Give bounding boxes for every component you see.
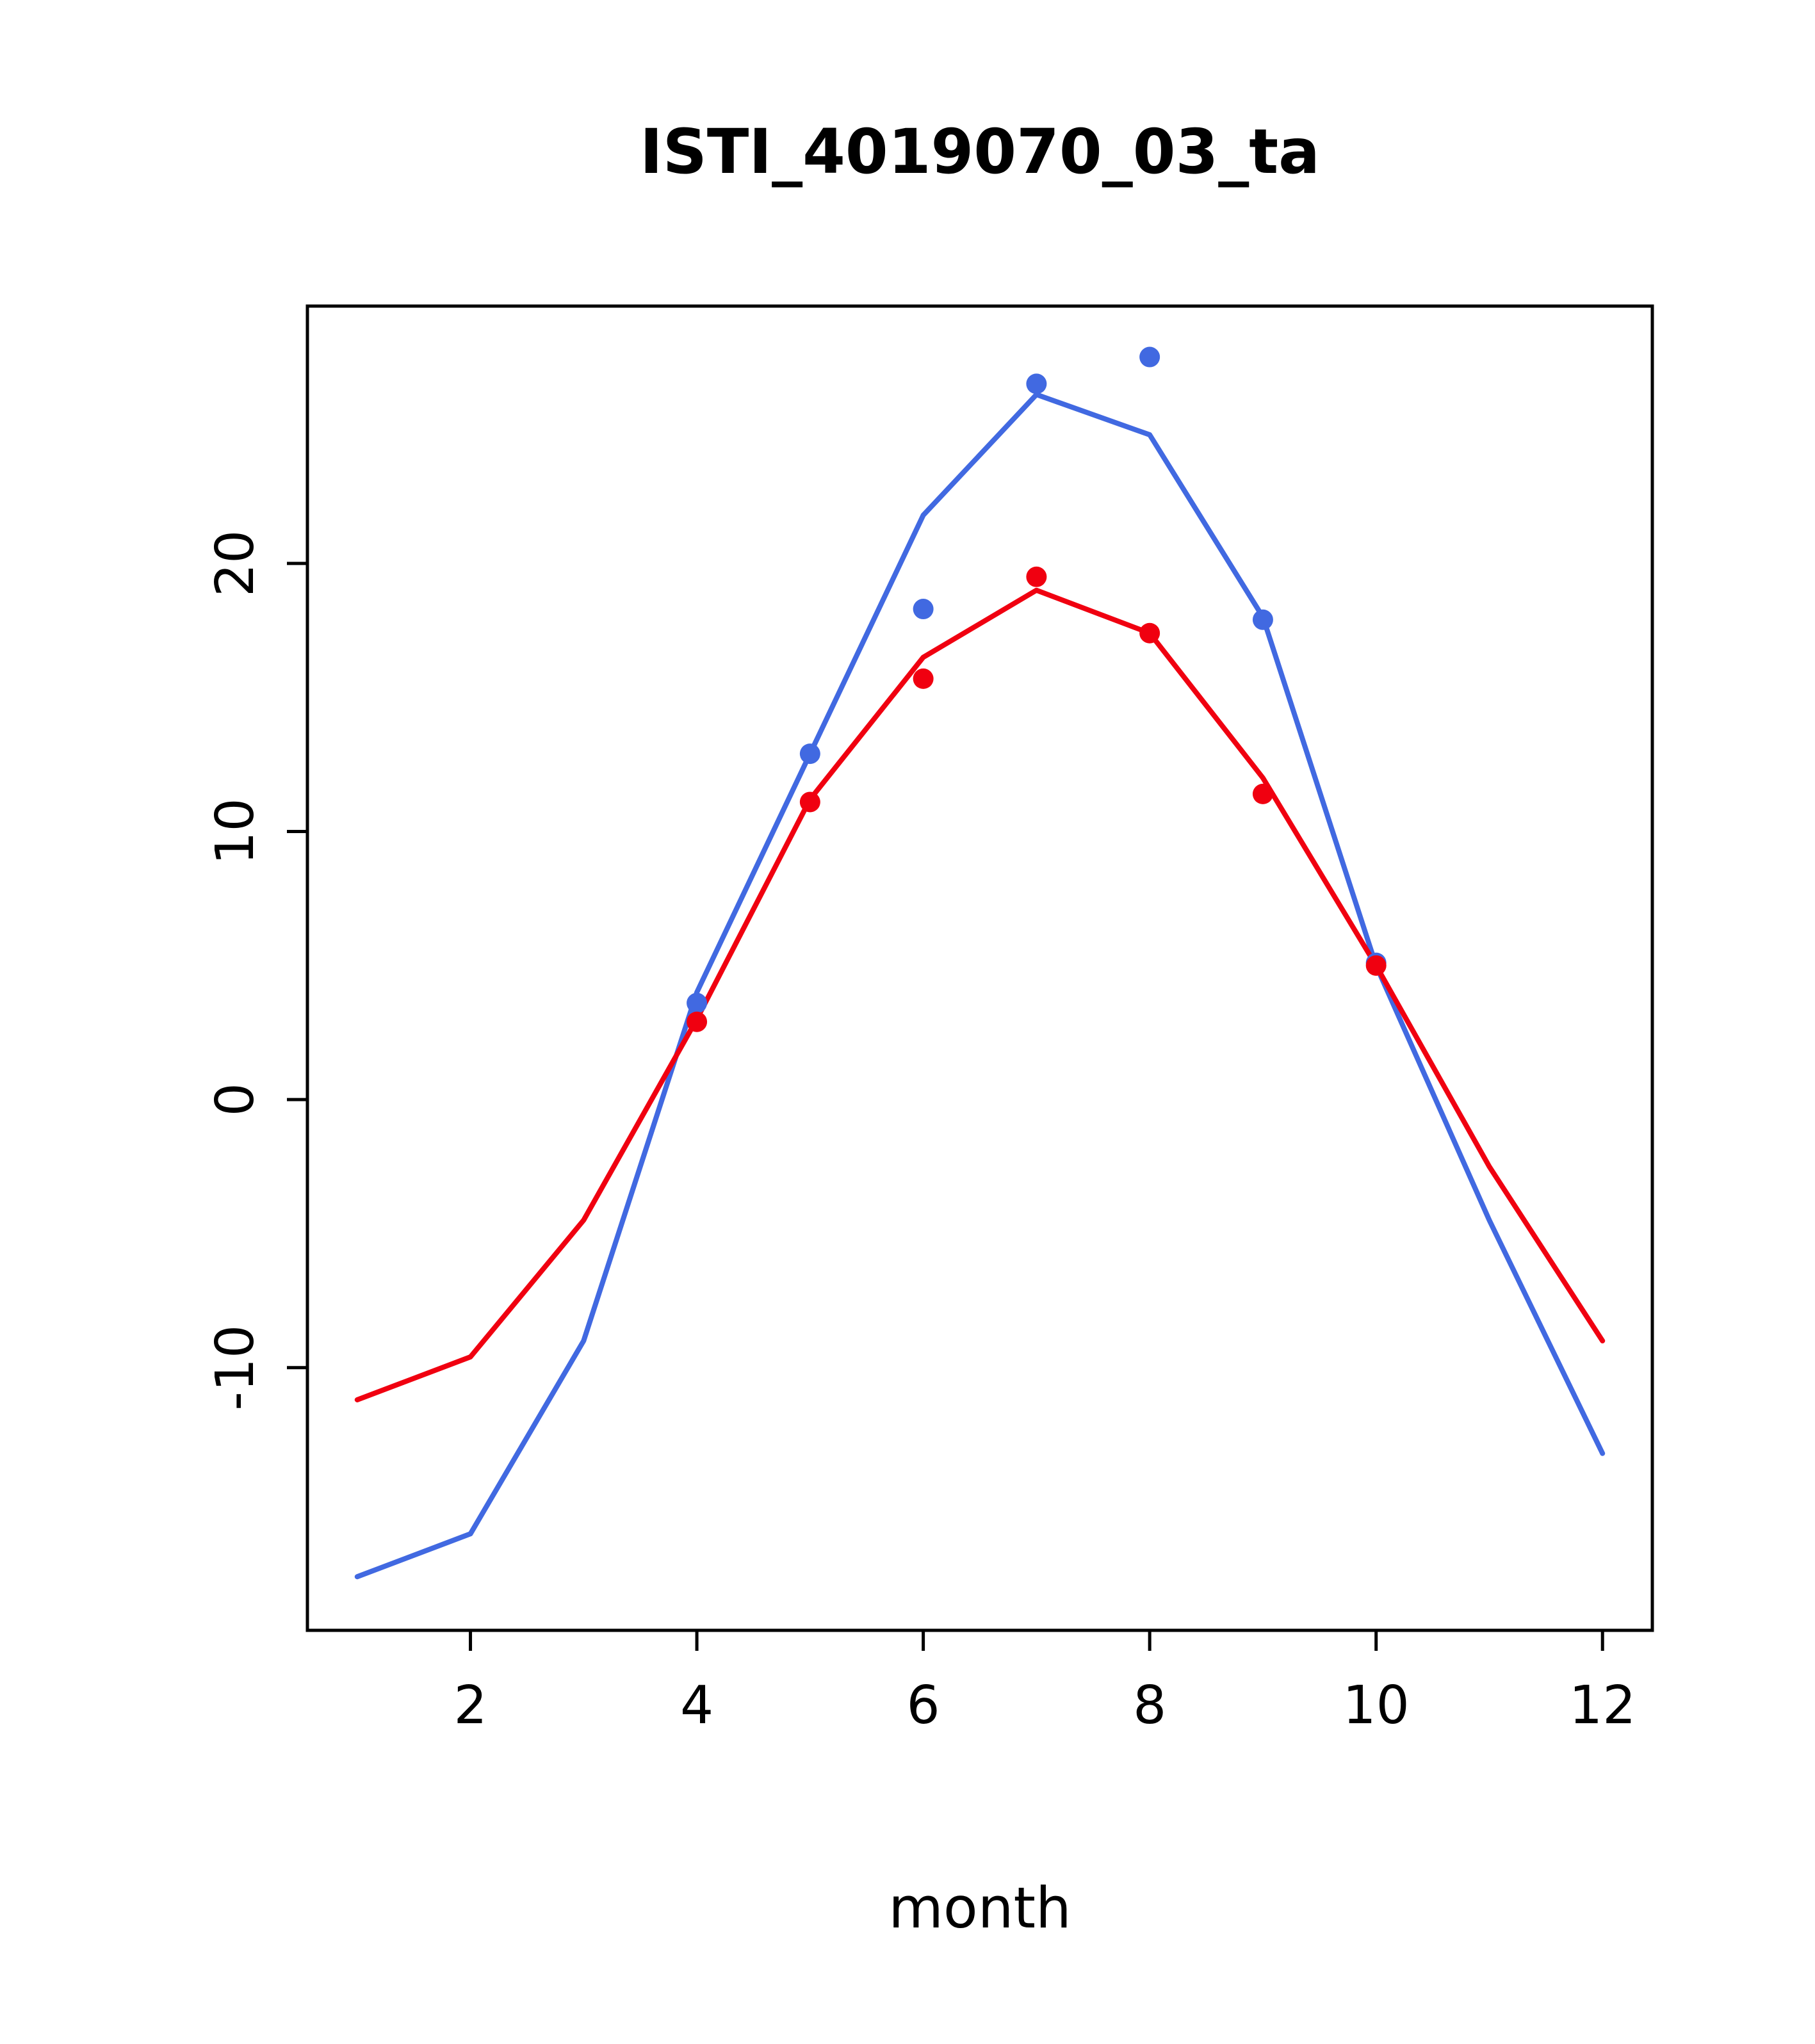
- x-tick-label: 10: [1343, 1675, 1410, 1736]
- plot-box: [305, 304, 1654, 1632]
- blue-points-point: [1252, 609, 1273, 630]
- red-points-point: [1026, 566, 1047, 587]
- blue-points-point: [799, 743, 820, 765]
- y-tick-label: 0: [205, 1083, 266, 1116]
- blue-points-point: [687, 993, 708, 1014]
- y-tick-label: -10: [205, 1325, 266, 1411]
- blue-points-point: [1026, 373, 1047, 394]
- x-tick-label: 12: [1569, 1675, 1636, 1736]
- y-tick-label: 10: [205, 798, 266, 864]
- x-tick-label: 8: [1133, 1675, 1166, 1736]
- x-tick-label: 4: [680, 1675, 713, 1736]
- x-axis-label: month: [888, 1875, 1071, 1941]
- red-points-point: [1252, 783, 1273, 804]
- red-points-point: [1139, 622, 1160, 644]
- blue-points-point: [1139, 346, 1160, 368]
- y-tick-label: 20: [205, 530, 266, 597]
- red-points-point: [913, 668, 934, 689]
- x-tick-label: 2: [453, 1675, 487, 1736]
- x-tick-label: 6: [907, 1675, 940, 1736]
- red-points-point: [687, 1011, 708, 1032]
- blue-series-line: [354, 392, 1606, 1580]
- blue-points-point: [913, 599, 934, 620]
- red-series-line: [354, 587, 1606, 1402]
- red-points-point: [799, 791, 820, 813]
- red-points-point: [1365, 955, 1387, 976]
- plot-layer: 2 4 6 8 10 12 -10 0 10 20: [205, 304, 1654, 1736]
- chart-title: ISTI_4019070_03_ta: [640, 116, 1320, 188]
